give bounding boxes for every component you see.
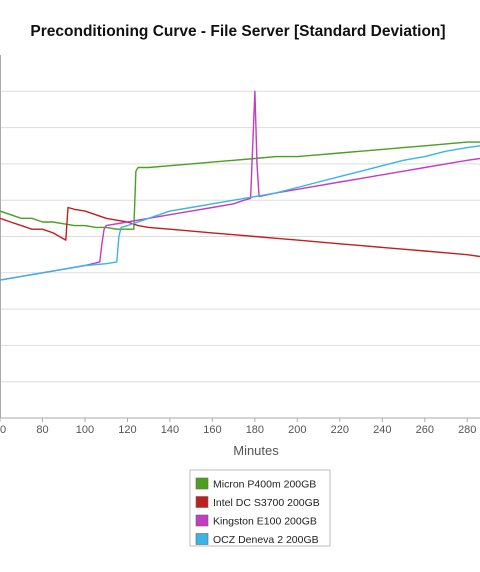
legend-label: OCZ Deneva 2 200GB <box>213 534 319 546</box>
legend-swatch <box>195 514 209 527</box>
legend-label: Micron P400m 200GB <box>213 479 316 491</box>
legend-label: Intel DC S3700 200GB <box>213 497 320 509</box>
legend-swatch <box>195 477 209 490</box>
legend-box <box>189 469 331 547</box>
x-tick-label: 200 <box>288 424 306 436</box>
x-tick-label: 60 <box>0 424 6 436</box>
x-tick-label: 160 <box>203 424 221 436</box>
x-tick-label: 220 <box>331 424 349 436</box>
x-tick-label: 240 <box>373 424 391 436</box>
axes <box>0 55 480 422</box>
x-tick-label: 100 <box>76 424 94 436</box>
data-series <box>0 90 480 281</box>
legend-items: Micron P400m 200GB Intel DC S3700 200GB Ki… <box>195 477 320 546</box>
series-line-ocz-deneva-2-200gb <box>0 145 480 281</box>
legend-label: Kingston E100 200GB <box>213 516 317 528</box>
x-tick-label: 260 <box>416 424 434 436</box>
x-axis-title: Minutes <box>233 443 279 458</box>
legend-swatch <box>195 496 209 508</box>
series-line-micron-p400m-200gb <box>0 141 480 230</box>
x-axis-tick-labels: 60 80 100 120 140 160 180 200 220 240 260 280 <box>0 424 476 436</box>
legend-swatch <box>195 533 209 545</box>
x-tick-label: 140 <box>161 424 179 436</box>
grid-lines <box>0 90 480 383</box>
x-tick-label: 280 <box>458 424 476 436</box>
x-tick-label: 80 <box>36 424 48 436</box>
x-tick-label: 180 <box>246 424 264 436</box>
chart-title: Preconditioning Curve - File Server [Sta… <box>30 23 445 40</box>
series-line-intel-dc-s3700-200gb <box>0 206 480 258</box>
x-tick-label: 120 <box>118 424 136 436</box>
series-line-kingston-e100-200gb <box>0 90 480 281</box>
legend: Micron P400m 200GB Intel DC S3700 200GB Ki… <box>189 469 331 547</box>
